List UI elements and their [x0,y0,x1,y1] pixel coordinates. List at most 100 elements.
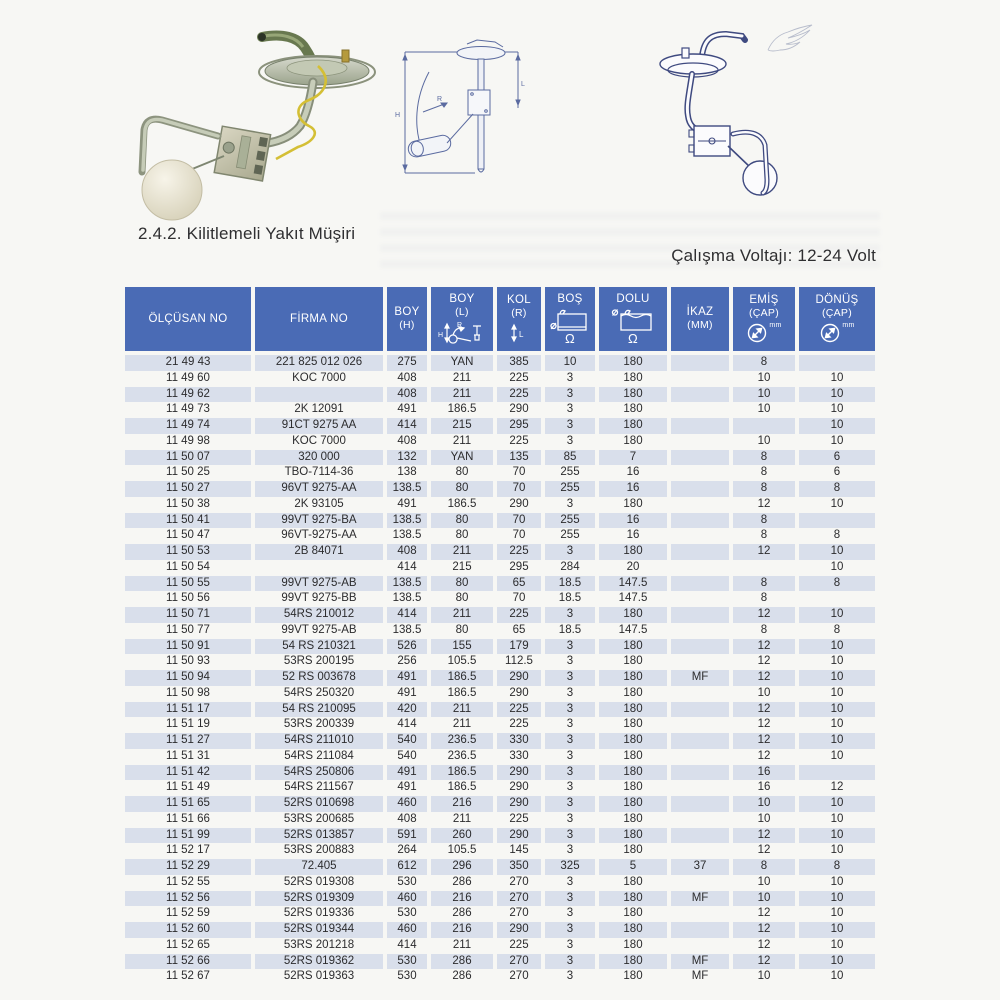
table-cell: 286 [452,875,472,888]
table-cell: 155 [431,638,493,655]
flange-ring [258,55,376,89]
table-cell: 138.5 [387,575,427,592]
header-label: İKAZ [686,306,714,318]
table-cell: 54RS 250320 [283,686,355,699]
omega-symbol: Ω [627,331,639,346]
table-cell: 10 [799,701,875,718]
table-row: 11 51 49 54RS 211567 491 186.5 290 3 180 16 12 [125,780,875,796]
table-cell: 10 [830,718,844,731]
spec-table-body: 21 49 43 221 825 012 026 275 YAN 385 10 180 8 11… [125,355,875,985]
table-cell: 10 [830,970,844,983]
table-cell: 11 50 53 [125,544,251,560]
col-header-boy-h: BOY (H) [387,287,427,355]
table-cell: 3 [566,718,574,731]
table-row: 11 50 47 96VT-9275-AA 138.5 80 70 255 16 8 8 [125,528,875,544]
table-cell: 180 [623,749,643,762]
table-cell: 216 [431,890,493,907]
table-cell [733,418,795,434]
table-cell [799,591,875,607]
table-cell: 10 [799,544,875,560]
table-cell: 3 [545,607,595,623]
table-cell: 80 [431,481,493,497]
table-cell: 11 52 56 [125,890,251,907]
table-cell: 3 [545,733,595,749]
table-cell: 180 [599,355,667,371]
table-cell: 8 [733,449,795,466]
table-cell: 11 50 56 [166,592,210,605]
table-cell: 286 [452,907,472,920]
table-cell [671,607,729,623]
table-cell [671,623,729,639]
flange-nipple [681,47,690,59]
table-cell [671,449,729,466]
table-cell: 3 [545,827,595,844]
table-cell: 8 [733,355,795,371]
table-cell: 296 [431,859,493,875]
table-cell: 530 [397,970,417,983]
table-cell: 3 [566,781,574,794]
table-cell: 65 [512,623,526,636]
table-cell: 325 [545,859,595,875]
table-cell [671,591,729,607]
table-cell: 180 [623,907,643,920]
table-cell: 3 [566,875,574,888]
table-cell: 80 [455,592,469,605]
table-cell [671,528,729,544]
table-cell: 10 [757,434,771,447]
table-cell: 179 [497,638,541,655]
table-cell: 3 [545,922,595,938]
table-cell: 408 [387,386,427,403]
boy-l-dimension-icon: H R [438,322,481,344]
icon-letter-h: H [438,332,443,339]
table-cell: 3 [545,544,595,560]
table-cell: 11 50 93 [166,655,210,668]
table-row: 11 51 66 53RS 200685 408 211 225 3 180 10 10 [125,812,875,828]
table-cell: 12 [757,497,771,510]
table-cell [671,386,729,403]
table-cell: 70 [497,481,541,497]
table-cell: 286 [431,953,493,970]
col-header-olcusan-no: ÖLÇÜSAN NO [125,287,251,355]
table-cell: 414 [387,418,427,434]
table-cell: MF [671,890,729,907]
table-cell: 264 [397,844,417,857]
table-cell: 530 [397,875,417,888]
table-row: 11 51 42 54RS 250806 491 186.5 290 3 180 16 [125,764,875,781]
table-cell [671,780,729,796]
table-cell [671,481,729,497]
table-cell: 80 [431,575,493,592]
table-cell: 186.5 [447,686,477,699]
table-row: 11 50 55 99VT 9275-AB 138.5 80 65 18.5 147.5 8 8 [125,575,875,592]
table-row: 11 52 66 52RS 019362 530 286 270 3 180 MF 12 10 [125,953,875,970]
table-cell: 10 [733,386,795,403]
table-cell [671,497,729,513]
table-cell: 180 [599,638,667,655]
table-cell: 12 [757,655,771,668]
table-cell: 10 [830,749,844,762]
table-cell: 211 [431,607,493,623]
table-cell [671,701,729,718]
table-cell: 11 52 65 [166,938,210,951]
table-cell: 414 [397,718,417,731]
table-cell: 10 [799,733,875,749]
table-cell: 54 RS 210095 [255,701,383,718]
table-cell: 10 [799,796,875,812]
table-cell: 11 52 29 [125,859,251,875]
table-cell: 80 [455,623,469,636]
table-cell: 138.5 [392,592,422,605]
table-cell: 138.5 [392,623,422,636]
table-row: 11 52 17 53RS 200883 264 105.5 145 3 180 12 10 [125,843,875,859]
table-cell: 186.5 [447,403,477,416]
table-cell: 286 [452,970,472,983]
box-tab-bottom [688,144,695,153]
table-cell: 420 [387,701,427,718]
table-cell: 11 49 62 [125,386,251,403]
table-cell: 37 [671,859,729,875]
box-screw [708,137,716,145]
table-cell: 11 51 65 [125,796,251,812]
header-label: FİRMA NO [290,312,348,325]
mm-superscript: mm [842,322,855,329]
table-cell: 270 [509,907,529,920]
table-cell: 91CT 9275 AA [255,418,383,434]
resistor-box-outline [467,89,491,116]
